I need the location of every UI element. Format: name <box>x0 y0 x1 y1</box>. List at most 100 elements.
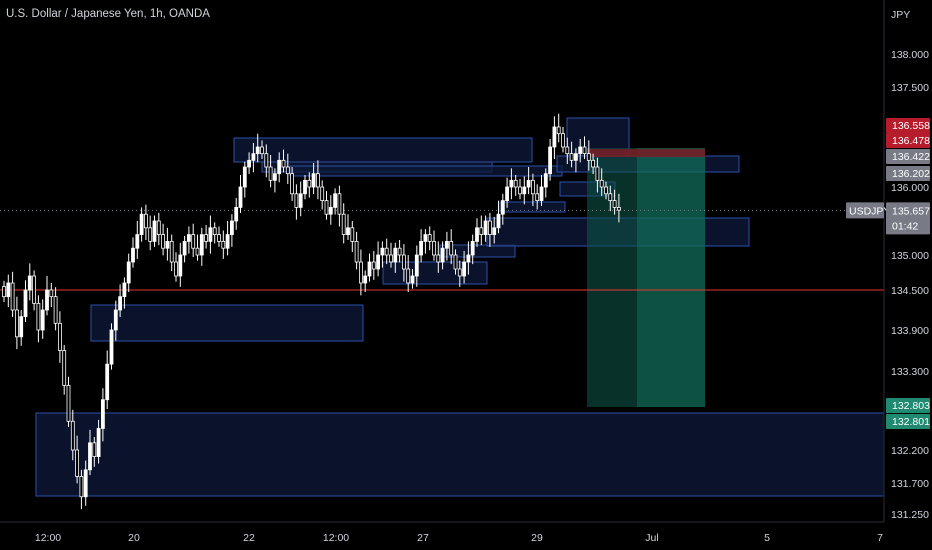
candle-body <box>243 167 246 187</box>
candle-body <box>97 428 100 456</box>
time-axis-tick: 12:00 <box>323 532 349 544</box>
candle-body <box>605 187 608 194</box>
candle-body <box>7 283 10 297</box>
price-axis-tick: 135.000 <box>891 250 929 262</box>
price-axis-tick: 136.000 <box>891 182 929 194</box>
candle-body <box>106 364 109 400</box>
candle-body <box>351 228 354 242</box>
candle-body <box>54 297 57 324</box>
candle-body <box>80 476 83 496</box>
candle-body <box>596 167 599 180</box>
time-axis-tick: 5 <box>764 532 770 544</box>
candle-body <box>213 228 216 235</box>
candle-body <box>523 187 526 194</box>
chart-title: U.S. Dollar / Japanese Yen, 1h, OANDA <box>6 8 210 20</box>
time-axis-tick: Jul <box>645 532 658 544</box>
liquidity-zone <box>290 166 562 176</box>
candle-body <box>377 255 380 269</box>
candle-body <box>248 160 251 167</box>
candle-body <box>123 283 126 297</box>
candle-body <box>162 235 165 249</box>
candle-body <box>372 262 375 269</box>
candle-body <box>63 351 66 386</box>
candle-body <box>471 241 474 255</box>
candle-body <box>175 262 178 276</box>
candle-body <box>235 207 238 221</box>
position-profit-zone-recent <box>637 148 705 407</box>
price-tag-label: 136.478 <box>892 135 930 147</box>
candle-body <box>222 241 225 248</box>
position-stop-zone <box>587 149 705 157</box>
candle-body <box>312 174 315 187</box>
candle-body <box>613 201 616 208</box>
candle-body <box>278 160 281 173</box>
candle-body <box>101 400 104 429</box>
candle-body <box>609 194 612 201</box>
candle-body <box>46 290 49 310</box>
candle-body <box>144 214 147 228</box>
candle-body <box>119 297 122 310</box>
current-price-label: 135.657 <box>892 205 930 217</box>
price-axis-tick: 133.300 <box>891 366 929 378</box>
candle-body <box>15 310 18 337</box>
candle-body <box>480 228 483 235</box>
candle-body <box>132 248 135 262</box>
candle-body <box>493 228 496 235</box>
time-axis-tick: 27 <box>417 532 429 544</box>
candle-body <box>140 214 143 234</box>
candle-body <box>114 310 117 330</box>
candle-body <box>273 174 276 181</box>
candle-body <box>570 154 573 161</box>
candle-body <box>501 201 504 215</box>
candle-body <box>291 174 294 194</box>
price-axis-tick: 131.250 <box>891 509 929 521</box>
candle-body <box>506 187 509 201</box>
candle-body <box>467 255 470 262</box>
candle-body <box>488 221 491 235</box>
candle-body <box>166 241 169 248</box>
candle-body <box>549 147 552 174</box>
symbol-tag-label: USDJPY <box>849 205 890 217</box>
price-axis-currency: JPY <box>891 9 910 21</box>
candle-body <box>402 255 405 269</box>
candle-body <box>308 180 311 187</box>
candle-body <box>179 255 182 276</box>
candle-body <box>600 180 603 187</box>
liquidity-zone <box>91 305 363 341</box>
candle-body <box>282 160 285 167</box>
candle-body <box>110 330 113 364</box>
candle-body <box>33 276 36 303</box>
candle-body <box>411 276 414 283</box>
candle-body <box>329 207 332 214</box>
candle-body <box>553 127 556 147</box>
candle-body <box>562 134 565 147</box>
candle-body <box>24 290 27 317</box>
candle-body <box>342 214 345 234</box>
candle-body <box>540 187 543 201</box>
candle-body <box>458 269 461 276</box>
candle-body <box>41 310 44 330</box>
candle-body <box>407 269 410 283</box>
price-axis-tick: 132.200 <box>891 445 929 457</box>
candle-body <box>200 235 203 255</box>
candle-body <box>239 187 242 207</box>
candle-body <box>205 235 208 242</box>
candle-body <box>347 228 350 235</box>
liquidity-zone <box>36 413 884 496</box>
time-axis-tick: 7 <box>877 532 883 544</box>
candle-body <box>84 470 87 497</box>
candle-body <box>187 235 190 242</box>
candle-body <box>536 194 539 201</box>
candle-body <box>304 180 307 193</box>
candle-body <box>261 147 264 154</box>
candle-body <box>149 228 152 242</box>
candle-body <box>437 255 440 262</box>
candle-body <box>316 174 319 187</box>
candle-body <box>574 154 577 161</box>
candle-body <box>445 241 448 248</box>
candle-body <box>381 248 384 255</box>
candle-body <box>11 283 14 310</box>
candle-body <box>454 255 457 269</box>
